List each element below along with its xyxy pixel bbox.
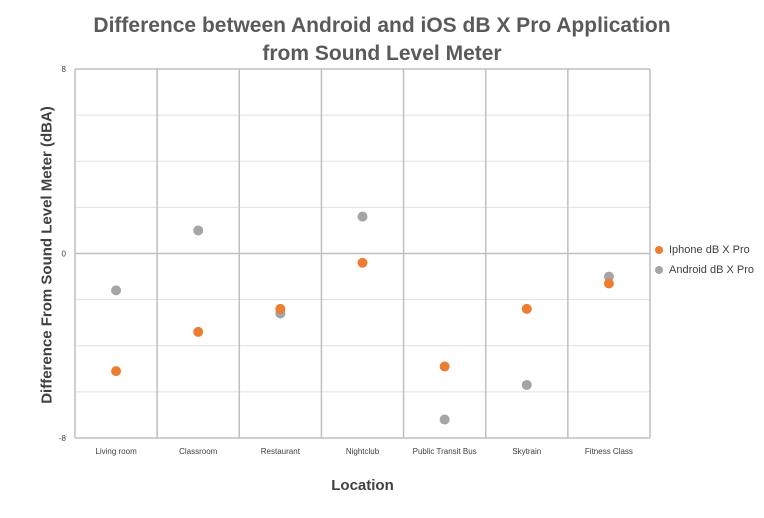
android-point: [357, 211, 368, 222]
iphone-point: [357, 257, 368, 268]
iphone-point: [521, 303, 532, 314]
legend: Iphone dB X Pro Android dB X Pro: [655, 240, 754, 280]
chart-title-line-1: Difference between Android and iOS dB X …: [93, 14, 671, 37]
iphone-point: [193, 326, 204, 337]
x-tick-label: Nightclub: [346, 447, 380, 456]
iphone-point: [603, 278, 614, 289]
legend-item-android: Android dB X Pro: [655, 260, 754, 280]
legend-item-iphone: Iphone dB X Pro: [655, 240, 754, 260]
android-point: [521, 379, 532, 390]
android-point: [111, 285, 122, 296]
chart-title-line-2: from Sound Level Meter: [262, 42, 502, 65]
x-tick-label: Classroom: [179, 447, 218, 456]
x-tick-label: Restaurant: [261, 447, 301, 456]
y-tick-label: 0: [62, 250, 67, 259]
legend-marker-iphone: [655, 246, 663, 254]
x-tick-label: Fitness Class: [585, 447, 633, 456]
legend-marker-android: [655, 266, 663, 274]
x-tick-label: Public Transit Bus: [413, 447, 477, 456]
android-point: [193, 225, 204, 236]
legend-label-android: Android dB X Pro: [669, 264, 754, 276]
chart-title: Difference between Android and iOS dB X …: [0, 12, 764, 68]
legend-label-iphone: Iphone dB X Pro: [669, 244, 750, 256]
y-tick-label: 8: [62, 65, 67, 74]
x-axis-label: Location: [331, 477, 394, 494]
iphone-point: [275, 303, 286, 314]
android-point: [603, 271, 614, 282]
x-tick-label: Skytrain: [512, 447, 541, 456]
android-point: [439, 414, 450, 425]
y-tick-label: -8: [59, 434, 67, 443]
x-tick-label: Living room: [95, 447, 137, 456]
iphone-point: [111, 366, 122, 377]
iphone-point: [439, 361, 450, 372]
